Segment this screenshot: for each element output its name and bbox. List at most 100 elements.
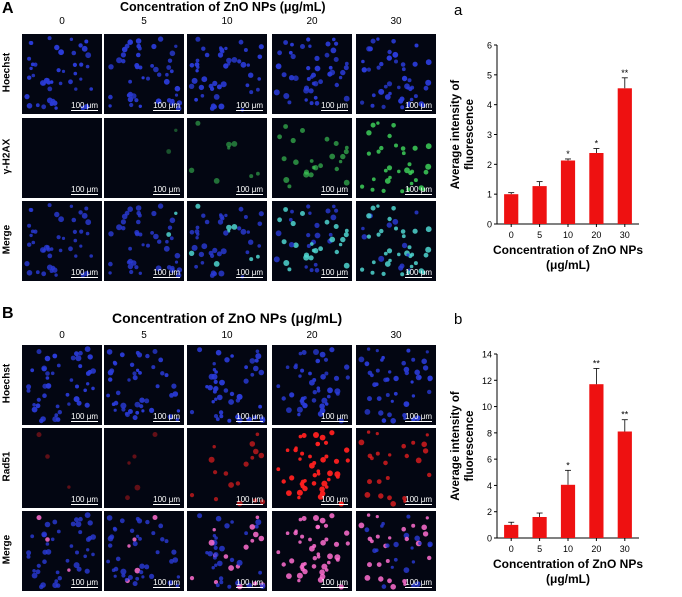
scale-bar: 100 μm	[153, 495, 180, 505]
bar-chart-a: 0 1 2 3 4 5 6 0 5 10 * 20 * 30 ** Average intensity of f…	[440, 20, 682, 300]
y-tick-label: 0	[487, 220, 492, 230]
concentration-label: 10	[221, 16, 233, 27]
significance-label: *	[595, 139, 599, 149]
micrograph-tile: 100 μm	[356, 345, 436, 425]
x-tick-label: 5	[537, 230, 542, 240]
scale-bar: 100 μm	[236, 101, 263, 111]
row-label: Hoechst	[1, 363, 13, 404]
y-tick-label: 8	[487, 428, 492, 438]
micrograph-tile: 100 μm	[272, 118, 352, 198]
scale-bar: 100 μm	[236, 412, 263, 422]
significance-label: **	[593, 358, 601, 368]
scale-bar: 100 μm	[405, 185, 432, 195]
x-tick-label: 0	[509, 544, 514, 554]
panel-a-letter: A	[2, 0, 14, 17]
panel-a-title: Concentration of ZnO NPs (μg/mL)	[120, 0, 326, 14]
concentration-label: 20	[306, 330, 318, 341]
micrograph-tile: 100 μm	[272, 428, 352, 508]
concentration-label: 10	[221, 330, 233, 341]
y-tick-label: 4	[487, 100, 492, 110]
scale-bar: 100 μm	[236, 495, 263, 505]
bar	[617, 88, 632, 224]
micrograph-tile: 100 μm	[187, 511, 267, 591]
row-label: Hoechst	[1, 52, 13, 93]
panel-b-title: Concentration of ZnO NPs (μg/mL)	[112, 310, 343, 326]
bar	[589, 153, 604, 224]
scale-bar: 100 μm	[405, 268, 432, 278]
scale-bar: 100 μm	[153, 185, 180, 195]
concentration-label: 30	[390, 16, 402, 27]
scale-bar: 100 μm	[71, 578, 98, 588]
significance-label: *	[566, 460, 570, 470]
significance-label: **	[621, 68, 629, 78]
micrograph-tile: 100 μm	[272, 34, 352, 114]
scale-bar: 100 μm	[71, 101, 98, 111]
concentration-label: 0	[59, 330, 65, 341]
chart-a-letter: a	[454, 2, 463, 19]
significance-label: *	[566, 149, 570, 159]
micrograph-tile: 100 μm	[104, 201, 184, 281]
panel-b-letter: B	[2, 305, 14, 322]
row-label: Merge	[1, 534, 13, 565]
micrograph-tile: 100 μm	[356, 118, 436, 198]
micrograph-tile: 100 μm	[187, 201, 267, 281]
x-tick-label: 0	[509, 230, 514, 240]
x-tick-label: 20	[591, 544, 601, 554]
micrograph-tile: 100 μm	[356, 511, 436, 591]
micrograph-tile: 100 μm	[187, 345, 267, 425]
scale-bar: 100 μm	[153, 268, 180, 278]
bar-chart-b: 0 2 4 6 8 10 12 14 0 5 10 * 20 ** 30 ** Average intensit…	[440, 330, 682, 597]
y-tick-label: 0	[487, 534, 492, 544]
y-tick-label: 3	[487, 130, 492, 140]
micrograph-tile: 100 μm	[104, 511, 184, 591]
bar	[532, 186, 547, 224]
y-axis-label: Average intensity of fluorescence	[450, 80, 476, 190]
significance-label: **	[621, 410, 629, 420]
micrograph-tile: 100 μm	[104, 428, 184, 508]
micrograph-tile: 100 μm	[272, 345, 352, 425]
y-tick-label: 1	[487, 190, 492, 200]
y-tick-label: 6	[487, 41, 492, 51]
scale-bar: 100 μm	[71, 268, 98, 278]
y-tick-label: 12	[482, 376, 492, 386]
concentration-label: 5	[141, 16, 147, 27]
scale-bar: 100 μm	[405, 101, 432, 111]
micrograph-tile: 100 μm	[22, 511, 102, 591]
scale-bar: 100 μm	[321, 495, 348, 505]
micrograph-tile: 100 μm	[104, 345, 184, 425]
scale-bar: 100 μm	[405, 412, 432, 422]
micrograph-tile: 100 μm	[22, 118, 102, 198]
x-axis-label: Concentration of ZnO NPs (μg/mL)	[493, 557, 643, 586]
bar	[504, 194, 519, 224]
y-tick-label: 2	[487, 160, 492, 170]
concentration-label: 0	[59, 16, 65, 27]
y-tick-label: 10	[482, 402, 492, 412]
scale-bar: 100 μm	[321, 101, 348, 111]
micrograph-tile: 100 μm	[187, 428, 267, 508]
micrograph-tile: 100 μm	[22, 201, 102, 281]
y-tick-label: 4	[487, 481, 492, 491]
micrograph-tile: 100 μm	[272, 201, 352, 281]
y-tick-label: 2	[487, 507, 492, 517]
bar	[504, 524, 519, 538]
scale-bar: 100 μm	[153, 412, 180, 422]
scale-bar: 100 μm	[321, 185, 348, 195]
micrograph-tile: 100 μm	[356, 34, 436, 114]
row-label: γ-H2AX	[1, 138, 13, 175]
scale-bar: 100 μm	[321, 412, 348, 422]
bar	[532, 517, 547, 538]
scale-bar: 100 μm	[321, 268, 348, 278]
scale-bar: 100 μm	[236, 268, 263, 278]
chart-b-letter: b	[454, 311, 463, 328]
scale-bar: 100 μm	[321, 578, 348, 588]
row-label: Rad51	[1, 451, 13, 482]
micrograph-tile: 100 μm	[22, 34, 102, 114]
scale-bar: 100 μm	[71, 412, 98, 422]
x-tick-label: 10	[563, 230, 573, 240]
micrograph-tile: 100 μm	[104, 118, 184, 198]
micrograph-tile: 100 μm	[22, 345, 102, 425]
scale-bar: 100 μm	[153, 101, 180, 111]
concentration-label: 5	[141, 330, 147, 341]
x-tick-label: 30	[620, 544, 630, 554]
y-axis-label: Average intensity of fluorescence	[450, 391, 476, 501]
